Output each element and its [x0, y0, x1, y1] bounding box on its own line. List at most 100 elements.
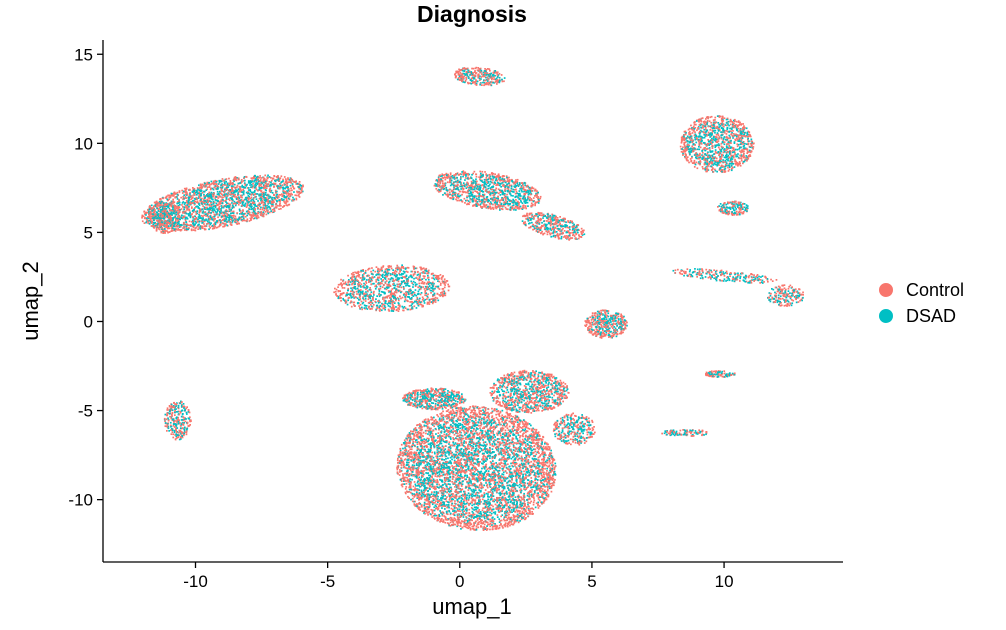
point-control — [232, 216, 235, 219]
point-control — [749, 154, 751, 156]
point-control — [242, 210, 244, 212]
point-control — [536, 201, 539, 204]
point-control — [173, 194, 175, 197]
point-dsad — [242, 204, 244, 207]
point-control — [441, 179, 444, 182]
point-dsad — [269, 202, 271, 204]
point-control — [167, 215, 170, 218]
point-dsad — [495, 178, 498, 181]
point-control — [175, 192, 177, 195]
point-dsad — [218, 179, 221, 182]
point-control — [547, 218, 550, 221]
point-control — [240, 196, 242, 199]
point-dsad — [209, 200, 211, 203]
point-dsad — [706, 159, 709, 161]
point-control — [492, 194, 495, 197]
point-control — [485, 173, 487, 175]
point-dsad — [546, 228, 549, 231]
point-dsad — [258, 186, 261, 188]
point-dsad — [224, 214, 226, 217]
point-control — [530, 205, 532, 208]
point-dsad — [284, 192, 286, 194]
point-control — [203, 214, 206, 217]
point-dsad — [193, 197, 196, 200]
point-dsad — [467, 200, 470, 202]
point-control — [554, 227, 557, 229]
point-control — [510, 178, 513, 181]
point-dsad — [186, 204, 189, 206]
point-control — [198, 226, 200, 229]
point-dsad — [519, 199, 522, 202]
point-dsad — [494, 70, 497, 72]
point-control — [479, 170, 482, 173]
point-dsad — [277, 185, 279, 188]
point-control — [580, 236, 583, 238]
point-control — [185, 197, 188, 199]
point-control — [470, 198, 472, 201]
point-dsad — [483, 185, 486, 188]
point-control — [497, 188, 500, 191]
point-control — [198, 194, 201, 196]
point-control — [699, 152, 701, 155]
point-dsad — [205, 189, 208, 191]
point-dsad — [252, 194, 255, 196]
point-control — [177, 219, 179, 222]
point-control — [231, 206, 234, 208]
point-control — [222, 225, 224, 228]
point-dsad — [551, 223, 554, 225]
point-dsad — [249, 193, 251, 195]
point-dsad — [479, 83, 481, 86]
point-dsad — [436, 180, 439, 182]
point-control — [463, 173, 466, 175]
point-dsad — [172, 227, 174, 230]
point-dsad — [208, 228, 210, 231]
point-control — [455, 70, 457, 73]
point-control — [225, 204, 227, 206]
point-dsad — [485, 78, 488, 81]
point-control — [196, 221, 199, 223]
point-control — [477, 74, 480, 77]
point-dsad — [148, 219, 150, 222]
point-control — [483, 71, 486, 73]
point-control — [500, 189, 502, 192]
point-dsad — [548, 222, 551, 225]
point-control — [443, 176, 446, 178]
point-control — [554, 217, 557, 219]
point-dsad — [524, 190, 526, 193]
point-dsad — [245, 198, 248, 201]
point-control — [537, 197, 539, 200]
point-control — [157, 227, 160, 230]
point-dsad — [728, 150, 731, 153]
point-dsad — [227, 206, 230, 209]
point-control — [540, 226, 542, 229]
point-control — [272, 199, 275, 202]
point-dsad — [521, 190, 523, 193]
point-dsad — [237, 188, 240, 190]
point-dsad — [189, 225, 192, 227]
point-control — [250, 194, 253, 196]
point-dsad — [489, 81, 492, 83]
point-dsad — [173, 216, 176, 219]
point-dsad — [172, 209, 175, 212]
point-dsad — [249, 182, 252, 185]
point-control — [537, 196, 539, 198]
point-dsad — [201, 212, 204, 214]
point-control — [741, 128, 744, 131]
point-control — [195, 213, 198, 215]
point-control — [699, 163, 701, 166]
point-dsad — [278, 185, 280, 187]
point-dsad — [237, 182, 240, 185]
point-dsad — [220, 184, 222, 186]
point-control — [706, 120, 709, 122]
point-dsad — [527, 205, 529, 207]
point-control — [710, 124, 713, 126]
point-dsad — [512, 195, 514, 197]
point-control — [174, 229, 177, 232]
point-control — [191, 197, 193, 200]
point-control — [480, 76, 483, 78]
point-dsad — [277, 176, 279, 179]
point-dsad — [731, 151, 734, 154]
point-control — [156, 219, 158, 222]
point-dsad — [209, 216, 212, 219]
point-dsad — [713, 153, 715, 155]
